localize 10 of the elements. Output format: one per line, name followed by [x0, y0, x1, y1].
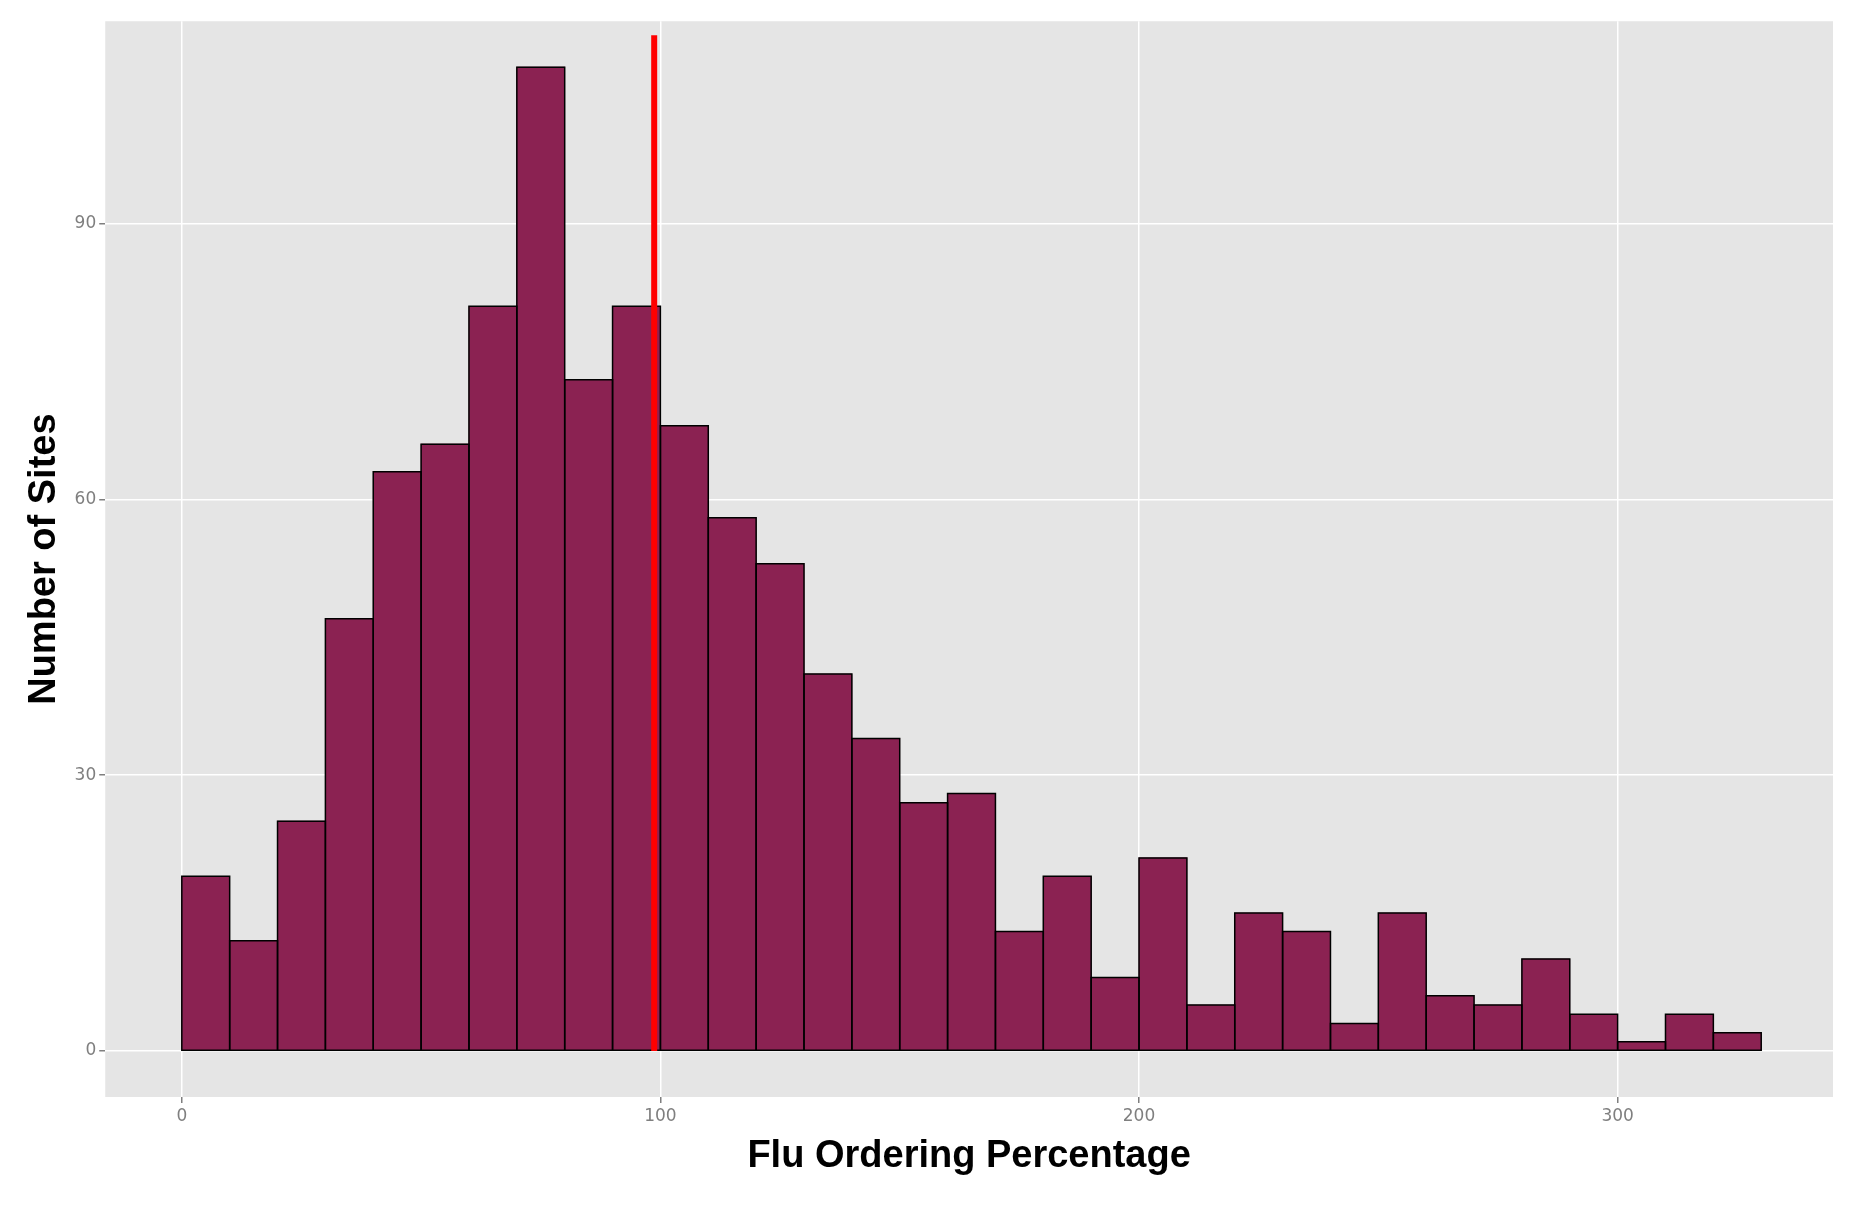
y-tick-label: 90 [74, 211, 97, 232]
x-tick-label: 200 [1122, 1104, 1156, 1125]
y-tick-label: 60 [74, 487, 97, 508]
y-tick-label: 30 [74, 763, 97, 784]
x-axis-title: Flu Ordering Percentage [747, 1132, 1191, 1175]
x-tick-label: 300 [1601, 1104, 1634, 1125]
y-axis-title: Number of Sites [21, 413, 64, 705]
y-tick-label: 0 [85, 1039, 97, 1060]
x-tick-label: 100 [644, 1104, 677, 1125]
x-tick-label: 0 [176, 1104, 188, 1125]
